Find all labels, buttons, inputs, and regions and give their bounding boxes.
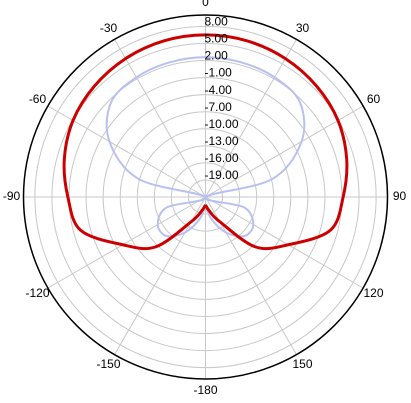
theta-tick-label: 120 bbox=[363, 286, 383, 300]
theta-tick-label: -30 bbox=[100, 21, 118, 35]
grid-spoke bbox=[47, 196, 206, 289]
r-tick-label: -19.00 bbox=[205, 168, 239, 182]
theta-tick-label: 60 bbox=[367, 92, 381, 106]
series-line bbox=[105, 56, 306, 238]
theta-tick-label: 150 bbox=[292, 357, 312, 371]
theta-tick-label: 0 bbox=[202, 0, 209, 9]
theta-tick-label: -150 bbox=[96, 357, 120, 371]
grid-spoke bbox=[205, 196, 364, 289]
grid-spoke bbox=[114, 39, 206, 198]
r-tick-label: -4.00 bbox=[205, 83, 233, 97]
series-line bbox=[62, 33, 349, 251]
r-tick-label: 2.00 bbox=[205, 49, 229, 63]
theta-tick-label: -180 bbox=[193, 383, 217, 397]
theta-tick-label: 90 bbox=[393, 189, 407, 203]
grid-spoke bbox=[205, 39, 297, 198]
theta-tick-label: -120 bbox=[25, 286, 49, 300]
r-tick-label: 8.00 bbox=[205, 15, 229, 29]
r-tick-label: -13.00 bbox=[205, 134, 239, 148]
theta-tick-label: 30 bbox=[296, 21, 310, 35]
r-tick-label: -16.00 bbox=[205, 151, 239, 165]
r-tick-label: -1.00 bbox=[205, 66, 233, 80]
outer-circle bbox=[22, 14, 389, 380]
r-tick-label: -7.00 bbox=[205, 100, 233, 114]
theta-tick-label: -60 bbox=[29, 92, 47, 106]
r-tick-label: -10.00 bbox=[205, 117, 239, 131]
theta-tick-label: -90 bbox=[3, 189, 21, 203]
r-tick-label: 5.00 bbox=[205, 32, 229, 46]
